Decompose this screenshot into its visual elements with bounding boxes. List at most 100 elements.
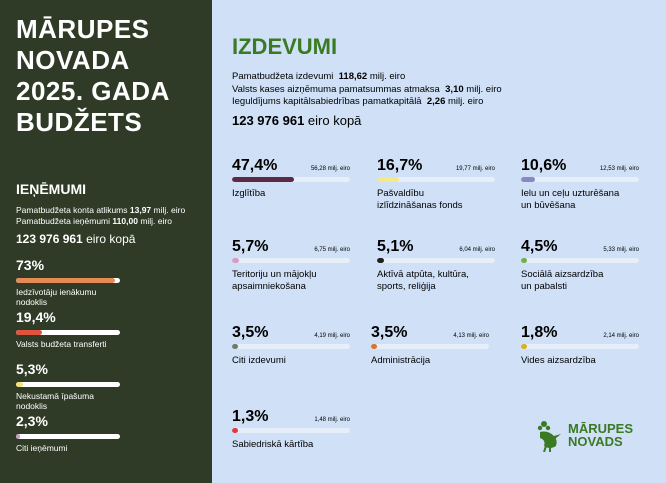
expense-item: 3,5% 4,19 milj. eiro Citi izdevumi <box>232 324 350 367</box>
expenses-total-label: eiro kopā <box>307 113 362 128</box>
revenue-item-pct: 2,3% <box>16 413 48 429</box>
expense-item-bar-fill <box>521 258 527 263</box>
revenue-item-label: Citi ieņēmumi <box>16 443 68 453</box>
expenses-total-value: 123 976 961 <box>232 113 305 128</box>
revenue-total: 123 976 961 eiro kopā <box>16 232 135 246</box>
expense-item-pct: 10,6% <box>521 157 567 174</box>
expenses-line-1-unit: milj. eiro <box>369 71 406 82</box>
revenue-line-2-unit: milj. eiro <box>140 216 172 226</box>
expense-item-label: Administrācija <box>371 355 431 366</box>
expense-item: 1,8% 2,14 milj. eiro Vides aizsardzība <box>521 324 639 367</box>
expense-item-bar-fill <box>371 344 377 349</box>
revenue-item-pct: 73% <box>16 257 45 273</box>
expense-item-pct: 5,1% <box>377 238 414 255</box>
expense-item-bar <box>232 428 350 433</box>
logo-line-2: NOVADS <box>568 434 623 449</box>
page-title: MĀRUPES NOVADA 2025. GADA BUDŽETS <box>16 14 170 137</box>
expenses-line-2: Valsts kases aizņēmuma pamatsummas atmak… <box>232 84 502 97</box>
expense-item-pct: 5,7% <box>232 238 269 255</box>
expense-item-bar <box>521 258 639 263</box>
expense-item-bar-fill <box>232 177 294 182</box>
revenue-line-2: Pamatbudžeta ieņēmumi 110,00 milj. eiro <box>16 216 185 227</box>
revenue-item-pct: 5,3% <box>16 361 48 377</box>
expense-item-amount: 56,28 milj. eiro <box>310 166 350 172</box>
revenue-item: 73% Iedzīvotāju ienākumu nodoklis <box>16 257 120 307</box>
expense-item-label: Citi izdevumi <box>232 355 286 366</box>
revenue-item: 2,3% Citi ieņēmumi <box>16 413 120 453</box>
expense-item-pct: 4,5% <box>521 238 558 255</box>
revenue-line-1-unit: milj. eiro <box>153 205 186 215</box>
expense-item-amount: 12,53 milj. eiro <box>599 166 639 172</box>
expense-item-pct: 1,8% <box>521 324 558 341</box>
revenue-item-pct: 19,4% <box>16 309 56 325</box>
logo-text: MĀRUPES NOVADS <box>568 422 633 448</box>
expense-item-amount: 2,14 milj. eiro <box>603 333 639 339</box>
revenue-item: 19,4% Valsts budžeta transferti <box>16 309 120 349</box>
expenses-total: 123 976 961 eiro kopā <box>232 113 361 128</box>
expense-item-bar-fill <box>521 177 535 182</box>
expense-item-label: Teritoriju un mājokļu apsaimniekošana <box>232 269 317 292</box>
revenue-line-2-value: 110,00 <box>112 216 138 226</box>
expense-item-bar <box>377 258 495 263</box>
revenue-total-label: eiro kopā <box>86 232 136 246</box>
expense-item-pct: 3,5% <box>232 324 269 341</box>
revenue-item-bar-fill <box>16 434 21 439</box>
expenses-summary: Pamatbudžeta izdevumi 118,62 milj. eiro … <box>232 71 502 109</box>
expenses-line-3: Ieguldījums kapitālsabiedrības pamatkapi… <box>232 96 502 109</box>
expense-item-bar <box>232 258 350 263</box>
expense-item-label: Sabiedriskā kārtība <box>232 439 314 450</box>
revenue-line-1-value: 13,97 <box>129 205 152 215</box>
revenue-line-2-label: Pamatbudžeta ieņēmumi <box>16 216 111 226</box>
expense-item: 5,7% 6,75 milj. eiro Teritoriju un mājokļ… <box>232 238 350 292</box>
expense-item-amount: 1,48 milj. eiro <box>314 417 350 423</box>
expense-item-bar-fill <box>377 177 399 182</box>
expense-item-label: Sociālā aizsardzība un pabalsti <box>521 269 604 292</box>
expenses-panel <box>212 0 666 483</box>
revenue-item-bar <box>16 278 120 283</box>
expense-item-pct: 47,4% <box>232 157 278 174</box>
expense-item: 1,3% 1,48 milj. eiro Sabiedriskā kārtība <box>232 408 350 451</box>
revenue-total-value: 123 976 961 <box>16 232 83 246</box>
expense-item-bar <box>371 344 489 349</box>
expense-item-amount: 4,19 milj. eiro <box>314 333 350 339</box>
expenses-line-1-label: Pamatbudžeta izdevumi <box>232 71 334 82</box>
expenses-line-3-unit: milj. eiro <box>448 96 484 107</box>
expense-item-pct: 3,5% <box>371 324 408 341</box>
expense-item: 3,5% 4,13 milj. eiro Administrācija <box>371 324 489 367</box>
expenses-line-1: Pamatbudžeta izdevumi 118,62 milj. eiro <box>232 71 502 84</box>
expenses-line-3-value: 2,26 <box>426 96 446 107</box>
expense-item: 10,6% 12,53 milj. eiro Ielu un ceļu uztur… <box>521 157 639 211</box>
expenses-line-2-unit: milj. eiro <box>466 83 502 95</box>
revenue-item-bar <box>16 434 120 439</box>
expense-item-amount: 5,33 milj. eiro <box>603 247 639 253</box>
expenses-line-1-value: 118,62 <box>338 71 368 82</box>
expense-item: 16,7% 19,77 milj. eiro Pašvaldību izlīdzi… <box>377 157 495 211</box>
expense-item-bar-fill <box>377 258 384 263</box>
expense-item-amount: 19,77 milj. eiro <box>455 166 495 172</box>
expense-item-bar-fill <box>521 344 527 349</box>
expenses-line-3-label: Ieguldījums kapitālsabiedrības pamatkapi… <box>232 96 422 107</box>
expense-item-bar-fill <box>232 344 238 349</box>
revenue-line-1: Pamatbudžeta konta atlikums 13,97 milj. … <box>16 205 185 216</box>
expense-item-bar-fill <box>232 428 238 433</box>
revenue-item-label: Iedzīvotāju ienākumu nodoklis <box>16 287 97 307</box>
expense-item-pct: 1,3% <box>232 408 269 425</box>
expense-item-label: Pašvaldību izlīdzināšanas fonds <box>377 188 463 211</box>
expense-item-amount: 4,13 milj. eiro <box>453 333 489 339</box>
expense-item: 5,1% 6,04 milj. eiro Aktīvā atpūta, kultū… <box>377 238 495 292</box>
marupe-bird-icon <box>537 421 561 452</box>
expense-item-pct: 16,7% <box>377 157 423 174</box>
expense-item-label: Aktīvā atpūta, kultūra, sports, reliģija <box>377 269 469 292</box>
revenue-item-bar-fill <box>16 330 43 335</box>
expense-item-amount: 6,04 milj. eiro <box>459 247 495 253</box>
revenue-item-bar-fill <box>16 382 24 387</box>
marupes-logo: MĀRUPES NOVADS <box>534 418 633 452</box>
expense-item: 4,5% 5,33 milj. eiro Sociālā aizsardzība … <box>521 238 639 292</box>
revenue-item: 5,3% Nekustamā īpašuma nodoklis <box>16 361 120 411</box>
expense-item-bar <box>521 177 639 182</box>
revenue-item-bar-fill <box>16 278 115 283</box>
revenue-heading: IEŅĒMUMI <box>16 181 86 197</box>
expense-item-amount: 6,75 milj. eiro <box>314 247 350 253</box>
expenses-line-2-value: 3,10 <box>445 83 464 95</box>
